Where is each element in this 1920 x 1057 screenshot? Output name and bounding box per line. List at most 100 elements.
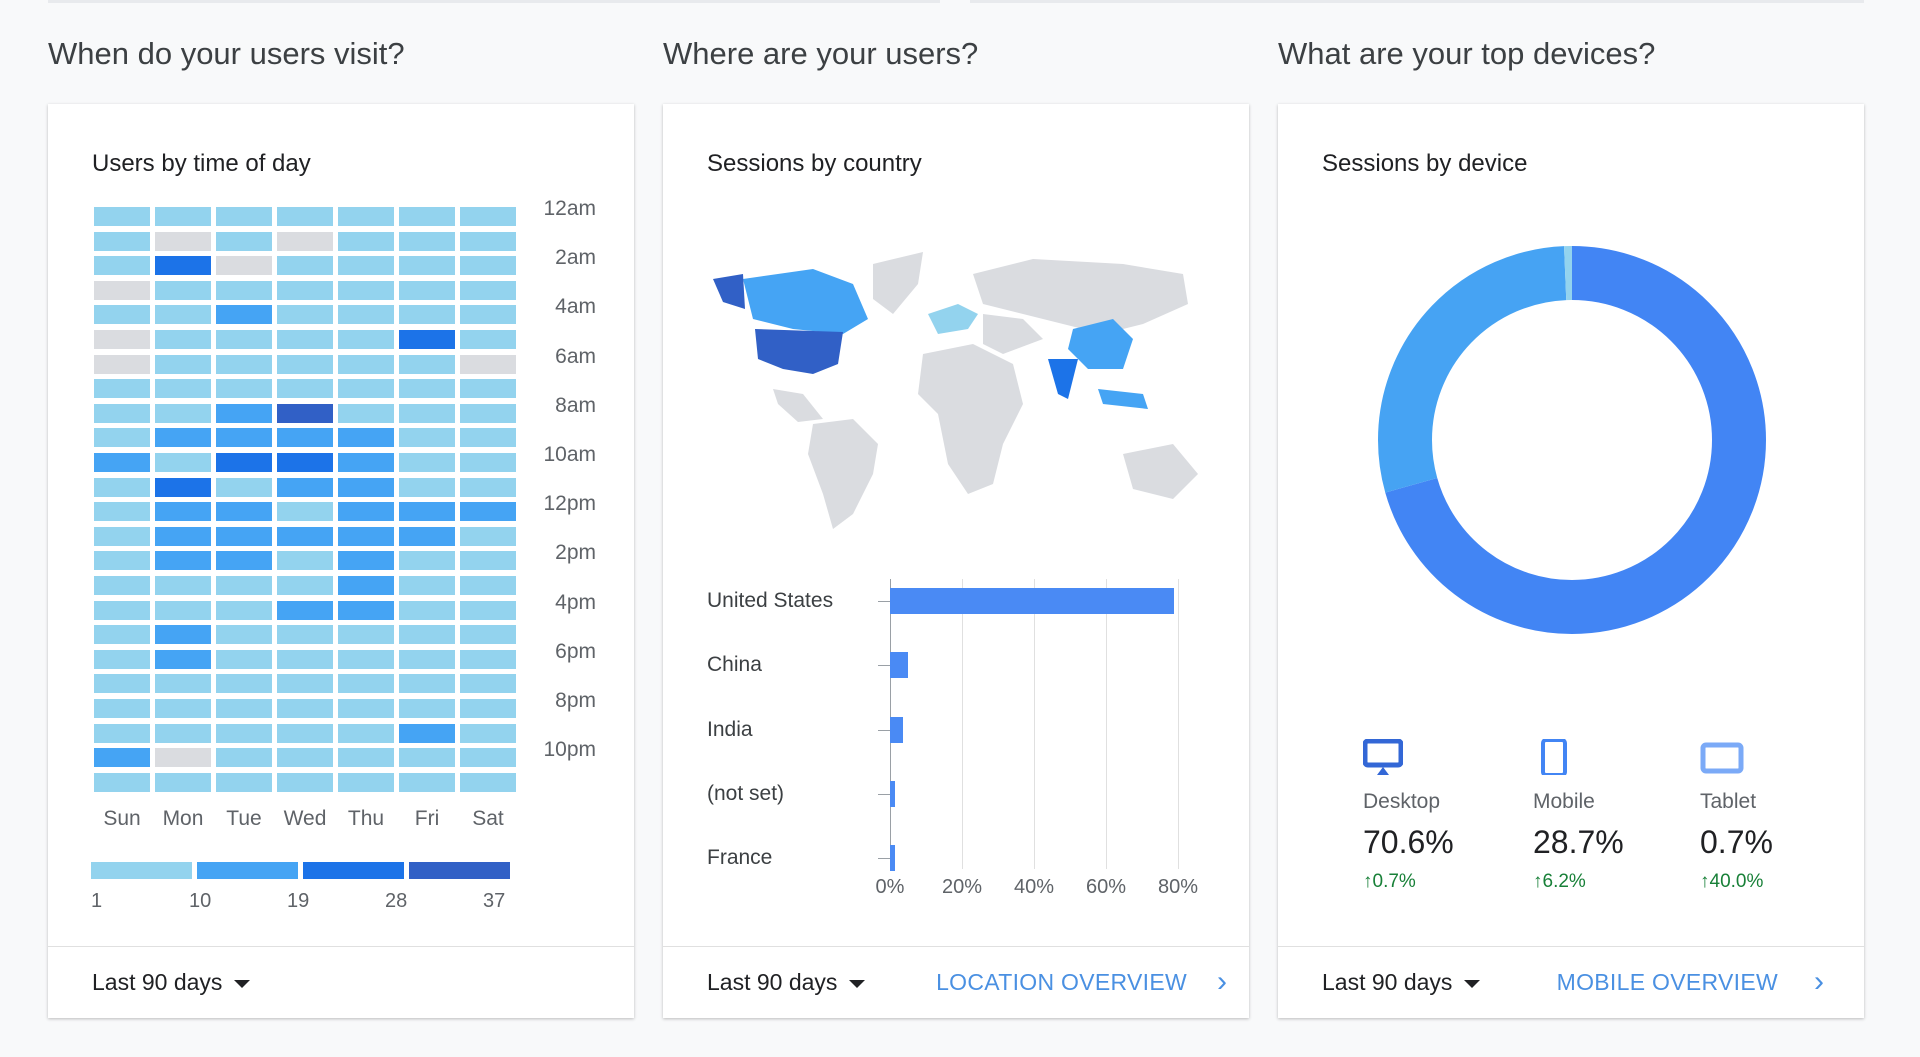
heatmap-cell[interactable] [94, 354, 150, 374]
heatmap-cell[interactable] [338, 502, 394, 522]
country-bar[interactable] [890, 781, 896, 807]
heatmap-cell[interactable] [399, 502, 455, 522]
heatmap-cell[interactable] [94, 477, 150, 497]
heatmap-cell[interactable] [338, 330, 394, 349]
heatmap-cell[interactable] [155, 723, 211, 743]
heatmap-cell[interactable] [94, 330, 150, 349]
heatmap-cell[interactable] [277, 305, 333, 325]
heatmap-cell[interactable] [155, 551, 211, 571]
heatmap-cell[interactable] [94, 526, 150, 546]
heatmap-cell[interactable] [155, 674, 211, 694]
heatmap-cell[interactable] [460, 428, 516, 448]
chevron-right-icon[interactable]: › [1217, 965, 1227, 998]
heatmap-cell[interactable] [216, 502, 272, 522]
heatmap-cell[interactable] [338, 354, 394, 374]
heatmap-cell[interactable] [216, 649, 272, 669]
heatmap-cell[interactable] [460, 772, 516, 792]
heatmap-cell[interactable] [460, 625, 516, 645]
heatmap-cell[interactable] [399, 576, 455, 595]
heatmap-cell[interactable] [338, 453, 394, 472]
heatmap-cell[interactable] [277, 231, 333, 251]
heatmap-cell[interactable] [338, 625, 394, 645]
heatmap-cell[interactable] [399, 354, 455, 374]
heatmap-cell[interactable] [277, 600, 333, 620]
heatmap-cell[interactable] [338, 428, 394, 448]
heatmap-cell[interactable] [94, 231, 150, 251]
heatmap-cell[interactable] [216, 600, 272, 620]
heatmap-cell[interactable] [399, 379, 455, 399]
heatmap-cell[interactable] [460, 551, 516, 571]
heatmap-cell[interactable] [216, 330, 272, 349]
heatmap-cell[interactable] [216, 772, 272, 792]
heatmap-cell[interactable] [155, 330, 211, 349]
heatmap-cell[interactable] [338, 551, 394, 571]
heatmap-cell[interactable] [216, 428, 272, 448]
heatmap-cell[interactable] [155, 256, 211, 276]
heatmap-cell[interactable] [338, 600, 394, 620]
heatmap-cell[interactable] [94, 207, 150, 226]
heatmap-cell[interactable] [155, 526, 211, 546]
heatmap-cell[interactable] [94, 600, 150, 620]
heatmap-cell[interactable] [216, 674, 272, 694]
heatmap-cell[interactable] [460, 723, 516, 743]
heatmap-cell[interactable] [216, 207, 272, 226]
heatmap-cell[interactable] [277, 453, 333, 472]
heatmap-cell[interactable] [155, 649, 211, 669]
heatmap-cell[interactable] [94, 551, 150, 571]
heatmap-cell[interactable] [94, 502, 150, 522]
heatmap-cell[interactable] [277, 551, 333, 571]
heatmap-cell[interactable] [155, 403, 211, 423]
heatmap-cell[interactable] [460, 403, 516, 423]
heatmap-cell[interactable] [94, 428, 150, 448]
heatmap-cell[interactable] [399, 231, 455, 251]
heatmap-cell[interactable] [338, 526, 394, 546]
heatmap-cell[interactable] [94, 576, 150, 595]
heatmap-cell[interactable] [155, 354, 211, 374]
mobile-overview-link[interactable]: MOBILE OVERVIEW [1556, 969, 1778, 995]
heatmap-cell[interactable] [155, 625, 211, 645]
heatmap-cell[interactable] [338, 231, 394, 251]
heatmap-cell[interactable] [338, 305, 394, 325]
heatmap-cell[interactable] [277, 723, 333, 743]
heatmap-cell[interactable] [399, 649, 455, 669]
heatmap-cell[interactable] [216, 477, 272, 497]
heatmap-cell[interactable] [155, 453, 211, 472]
heatmap-cell[interactable] [277, 428, 333, 448]
date-range-dropdown[interactable]: Last 90 days [1322, 969, 1481, 996]
heatmap-cell[interactable] [216, 453, 272, 472]
heatmap-cell[interactable] [460, 502, 516, 522]
heatmap-cell[interactable] [277, 772, 333, 792]
heatmap-cell[interactable] [155, 772, 211, 792]
heatmap-cell[interactable] [399, 207, 455, 226]
country-bar[interactable] [890, 652, 908, 678]
heatmap-cell[interactable] [94, 772, 150, 792]
heatmap-cell[interactable] [338, 256, 394, 276]
heatmap-cell[interactable] [460, 674, 516, 694]
heatmap-cell[interactable] [338, 723, 394, 743]
heatmap-cell[interactable] [399, 748, 455, 768]
donut-slice-mobile[interactable] [1378, 246, 1766, 634]
heatmap-cell[interactable] [216, 526, 272, 546]
heatmap-cell[interactable] [399, 256, 455, 276]
heatmap-cell[interactable] [399, 330, 455, 349]
heatmap-cell[interactable] [399, 723, 455, 743]
heatmap-cell[interactable] [155, 748, 211, 768]
heatmap-cell[interactable] [277, 649, 333, 669]
heatmap-cell[interactable] [338, 576, 394, 595]
heatmap-cell[interactable] [94, 403, 150, 423]
heatmap-cell[interactable] [155, 502, 211, 522]
heatmap-cell[interactable] [277, 699, 333, 718]
heatmap-cell[interactable] [216, 379, 272, 399]
heatmap-cell[interactable] [94, 280, 150, 300]
heatmap-cell[interactable] [216, 748, 272, 768]
heatmap-cell[interactable] [277, 526, 333, 546]
heatmap-cell[interactable] [460, 649, 516, 669]
heatmap-cell[interactable] [399, 600, 455, 620]
heatmap-cell[interactable] [94, 748, 150, 768]
heatmap-cell[interactable] [460, 330, 516, 349]
heatmap-cell[interactable] [94, 699, 150, 718]
heatmap-cell[interactable] [277, 207, 333, 226]
country-bar[interactable] [890, 717, 903, 743]
heatmap-cell[interactable] [155, 699, 211, 718]
world-map[interactable] [703, 244, 1213, 534]
